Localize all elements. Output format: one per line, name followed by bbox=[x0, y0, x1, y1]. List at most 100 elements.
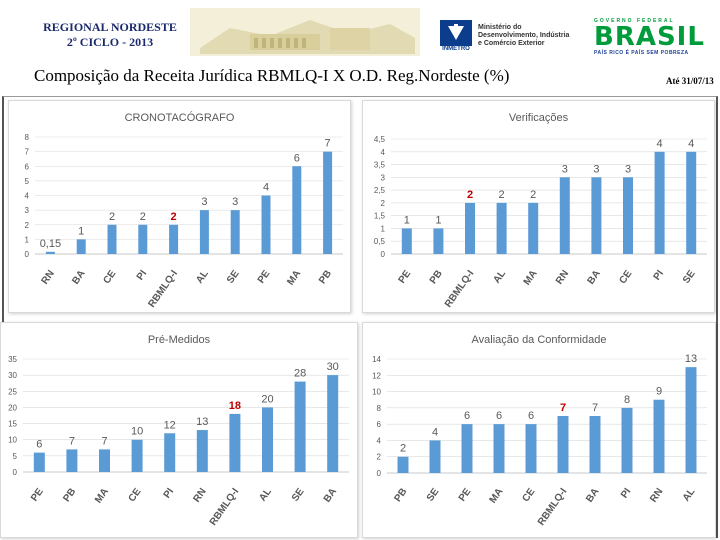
bar bbox=[169, 224, 179, 254]
y-tick-label: 0 bbox=[381, 250, 386, 259]
bar bbox=[229, 413, 241, 472]
bar bbox=[589, 416, 601, 473]
data-label: 1 bbox=[435, 214, 441, 226]
ministry-line-1: Ministério do bbox=[478, 24, 522, 31]
bar bbox=[99, 449, 110, 472]
category-label: PI bbox=[619, 486, 634, 500]
ministry-line-2: Desenvolvimento, Indústria bbox=[478, 32, 570, 39]
y-tick-label: 5 bbox=[13, 452, 18, 461]
bar bbox=[557, 416, 569, 473]
data-label: 2 bbox=[140, 211, 146, 223]
ministry-line-3: e Comércio Exterior bbox=[478, 40, 545, 47]
y-tick-label: 4 bbox=[25, 192, 30, 201]
y-tick-label: 2 bbox=[377, 453, 382, 462]
y-tick-label: 1 bbox=[381, 224, 386, 233]
bar bbox=[76, 239, 86, 254]
data-label: 3 bbox=[232, 196, 238, 208]
content-frame bbox=[2, 96, 718, 538]
bar bbox=[292, 166, 302, 254]
bar bbox=[33, 452, 45, 472]
data-label: 7 bbox=[560, 402, 566, 414]
chart-panel-verificacoes: Verificações 0 0,5 1 1,5 2 2,5 3 3,5 4 4,5 1 PE 1 PB 2 R… bbox=[362, 100, 715, 313]
chart-pre-medidos: Pré-Medidos 0 5 10 15 20 25 30 35 6 PE 7 PB 7 MA 10 CE 12… bbox=[8, 334, 349, 528]
y-tick-label: 0 bbox=[13, 468, 18, 477]
y-tick-label: 1 bbox=[25, 235, 30, 244]
bar bbox=[654, 151, 665, 254]
data-label: 10 bbox=[131, 426, 143, 438]
data-label: 7 bbox=[325, 138, 331, 150]
category-label: BA bbox=[584, 486, 601, 504]
y-tick-label: 25 bbox=[8, 387, 17, 396]
data-label: 2 bbox=[171, 211, 177, 223]
data-label: 20 bbox=[261, 393, 273, 405]
category-label: BA bbox=[322, 486, 339, 504]
data-label: 7 bbox=[592, 402, 598, 414]
chart-verificacoes: Verificações 0 0,5 1 1,5 2 2,5 3 3,5 4 4,5 1 PE 1 PB 2 R… bbox=[374, 112, 707, 310]
category-label: AL bbox=[681, 486, 698, 503]
y-tick-label: 15 bbox=[8, 420, 17, 429]
category-label: MA bbox=[93, 486, 111, 505]
y-tick-label: 8 bbox=[25, 133, 30, 142]
data-label: 12 bbox=[164, 419, 176, 431]
data-label: 9 bbox=[656, 386, 662, 398]
data-label: 4 bbox=[688, 138, 694, 150]
category-label: SE bbox=[425, 486, 442, 504]
inmetro-logo-icon bbox=[440, 20, 472, 46]
bar bbox=[686, 151, 697, 254]
category-label: MA bbox=[285, 268, 303, 287]
bar bbox=[591, 177, 602, 254]
chart-cronotacografo: CRONOTACÓGRAFO 0 1 2 3 4 5 6 7 8 0,15 RN 1 BA 2 CE 2 PI 2 R… bbox=[25, 111, 343, 310]
category-label: PB bbox=[428, 268, 445, 286]
y-tick-label: 4 bbox=[377, 436, 382, 445]
y-tick-label: 14 bbox=[372, 355, 381, 364]
chart-title: Verificações bbox=[509, 112, 569, 124]
category-label: SE bbox=[225, 268, 242, 286]
y-tick-label: 2 bbox=[25, 221, 30, 230]
bar bbox=[323, 151, 333, 254]
y-tick-label: 4 bbox=[381, 148, 386, 157]
category-label: AL bbox=[491, 268, 508, 285]
data-label: 13 bbox=[685, 353, 697, 365]
category-label: MA bbox=[522, 268, 540, 287]
bar bbox=[199, 210, 209, 254]
y-tick-label: 30 bbox=[8, 371, 17, 380]
inmetro-label: INMETRO bbox=[442, 46, 470, 52]
data-label: 1 bbox=[404, 214, 410, 226]
brasil-logo: GOVERNO FEDERAL BRASIL PAÍS RICO É PAÍS … bbox=[594, 18, 706, 56]
category-label: PE bbox=[457, 486, 474, 504]
data-label: 1 bbox=[78, 225, 84, 237]
bar bbox=[429, 440, 441, 473]
page-title: Composição da Receita Jurídica RBMLQ-I X… bbox=[34, 66, 510, 85]
bar bbox=[138, 224, 148, 254]
category-label: AL bbox=[194, 268, 211, 285]
brasil-word: BRASIL bbox=[594, 22, 705, 52]
y-tick-label: 5 bbox=[25, 177, 30, 186]
y-tick-label: 10 bbox=[372, 388, 381, 397]
y-tick-label: 2,5 bbox=[374, 186, 386, 195]
data-label: 18 bbox=[229, 400, 241, 412]
bar bbox=[262, 407, 273, 472]
bar bbox=[66, 449, 78, 472]
y-tick-label: 20 bbox=[8, 403, 17, 412]
category-label: PE bbox=[397, 268, 414, 286]
y-tick-label: 6 bbox=[377, 420, 382, 429]
chart-panel-cronotacografo: CRONOTACÓGRAFO 0 1 2 3 4 5 6 7 8 0,15 RN 1 BA 2 CE 2 PI 2 R… bbox=[8, 100, 351, 313]
data-label: 28 bbox=[294, 368, 306, 380]
region-label: REGIONAL NORDESTE bbox=[43, 20, 177, 34]
bar bbox=[525, 424, 537, 473]
chart-avaliacao-conformidade: Avaliação da Conformidade 0 2 4 6 8 10 12 14 2 PB 4… bbox=[372, 334, 707, 528]
data-label: 0,15 bbox=[40, 238, 61, 250]
bar bbox=[461, 424, 473, 473]
bar bbox=[621, 407, 633, 473]
category-label: MA bbox=[488, 486, 506, 505]
chart-title: CRONOTACÓGRAFO bbox=[125, 111, 235, 124]
data-label: 7 bbox=[69, 435, 75, 447]
bar bbox=[131, 439, 143, 472]
data-label: 2 bbox=[109, 211, 115, 223]
bar bbox=[294, 381, 306, 472]
category-label: CE bbox=[617, 268, 634, 286]
category-label: PB bbox=[61, 486, 78, 504]
header-region-block: REGIONAL NORDESTE 2º CICLO - 2013 bbox=[30, 20, 190, 50]
chart-title: Pré-Medidos bbox=[148, 334, 211, 346]
data-label: 6 bbox=[496, 410, 502, 422]
